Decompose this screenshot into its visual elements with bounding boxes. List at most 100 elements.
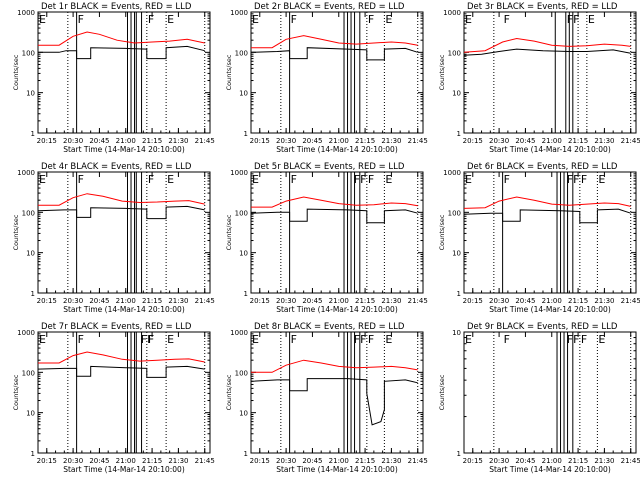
x-tick-label: 20:30 xyxy=(63,137,83,145)
x-tick-label: 21:00 xyxy=(542,297,562,305)
y-axis-label: Counts/sec xyxy=(12,374,20,410)
x-tick-label: 21:30 xyxy=(168,457,188,465)
x-tick-label: 20:45 xyxy=(515,297,535,305)
x-tick-label: 21:30 xyxy=(168,297,188,305)
x-tick-label: 21:30 xyxy=(594,457,614,465)
y-tick-label: 100 xyxy=(22,49,35,57)
panel-title: Det 7r BLACK = Events, RED = LLD xyxy=(41,322,192,332)
flag-label: FF xyxy=(354,333,367,346)
flag-label: F xyxy=(368,333,374,346)
x-tick-label: 20:30 xyxy=(276,137,296,145)
x-tick-label: 21:00 xyxy=(329,297,349,305)
y-tick-label: 10 xyxy=(239,410,248,418)
y-tick-label: 1 xyxy=(457,130,461,138)
series-line-events xyxy=(463,48,631,56)
flag-label: E xyxy=(39,173,46,186)
x-tick-label: 21:00 xyxy=(116,297,136,305)
x-tick-label: 20:30 xyxy=(63,297,83,305)
x-axis-label: Start Time (14-Mar-14 20:10:00) xyxy=(63,145,185,154)
series-line-lld xyxy=(251,196,418,208)
x-tick-label: 20:45 xyxy=(89,297,109,305)
detector-panel-3: Det 3r BLACK = Events, RED = LLD 1 10 100 10… xyxy=(438,2,640,154)
x-tick-label: 20:30 xyxy=(489,297,509,305)
y-tick-label: 1 xyxy=(457,450,461,458)
detector-panel-1: Det 1r BLACK = Events, RED = LLD 1 10 100 10… xyxy=(12,2,215,154)
detector-panel-4: Det 4r BLACK = Events, RED = LLD 1 10 100 10… xyxy=(12,162,215,314)
series-line-events xyxy=(37,365,205,378)
detector-panel-7: Det 7r BLACK = Events, RED = LLD 1 10 100 10… xyxy=(12,322,215,474)
x-tick-label: 21:00 xyxy=(329,137,349,145)
panel-title: Det 1r BLACK = Events, RED = LLD xyxy=(41,2,192,12)
y-tick-label: 10 xyxy=(239,90,248,98)
y-axis-label: Counts/sec xyxy=(225,54,233,90)
flag-label: E xyxy=(167,173,174,186)
flag-label: E xyxy=(588,13,595,26)
x-tick-label: 20:45 xyxy=(302,137,322,145)
flag-label: F xyxy=(148,173,154,186)
y-tick-label: 10 xyxy=(452,329,461,337)
x-tick-label: 21:45 xyxy=(621,457,640,465)
y-axis-label: Counts/sec xyxy=(438,54,446,90)
panel-title: Det 8r BLACK = Events, RED = LLD xyxy=(254,322,405,332)
y-tick-label: 100 xyxy=(235,49,248,57)
series-line-lld xyxy=(38,31,205,46)
y-tick-label: 1000 xyxy=(17,329,35,337)
y-axis-label: Counts/sec xyxy=(12,214,20,250)
plot-frame xyxy=(37,11,211,134)
flag-label: F xyxy=(504,173,510,186)
x-tick-label: 20:15 xyxy=(37,297,57,305)
y-tick-label: 1000 xyxy=(17,9,35,17)
x-tick-label: 20:45 xyxy=(515,137,535,145)
flag-label: FF xyxy=(567,173,580,186)
x-tick-label: 21:45 xyxy=(195,297,215,305)
flag-label: E xyxy=(167,13,174,26)
x-tick-label: 20:15 xyxy=(463,297,483,305)
y-tick-label: 100 xyxy=(22,369,35,377)
y-tick-label: 1000 xyxy=(230,169,248,177)
flag-label: E xyxy=(252,13,259,26)
plot-frame xyxy=(463,11,637,134)
x-tick-label: 21:15 xyxy=(355,137,375,145)
panel-title: Det 3r BLACK = Events, RED = LLD xyxy=(467,2,618,12)
flag-label: E xyxy=(598,173,605,186)
x-axis-label: Start Time (14-Mar-14 20:10:00) xyxy=(489,145,611,154)
y-tick-label: 10 xyxy=(26,410,35,418)
flag-label: F xyxy=(291,13,297,26)
y-tick-label: 1 xyxy=(244,290,248,298)
series-line-events xyxy=(250,47,418,61)
flag-label: FF xyxy=(141,333,154,346)
x-tick-label: 20:30 xyxy=(276,297,296,305)
x-tick-label: 20:30 xyxy=(489,137,509,145)
x-tick-label: 21:15 xyxy=(568,297,588,305)
flag-label: F xyxy=(504,13,510,26)
y-tick-label: 1 xyxy=(244,130,248,138)
x-tick-label: 21:00 xyxy=(542,137,562,145)
panel-title: Det 2r BLACK = Events, RED = LLD xyxy=(254,2,405,12)
flag-label: F xyxy=(148,333,154,346)
series-line-lld xyxy=(463,37,631,53)
series-line-lld xyxy=(38,351,205,364)
x-tick-label: 21:00 xyxy=(329,457,349,465)
detector-panel-2: Det 2r BLACK = Events, RED = LLD 1 10 100 10… xyxy=(225,2,428,154)
flag-label: F xyxy=(78,13,84,26)
x-axis-label: Start Time (14-Mar-14 20:10:00) xyxy=(276,305,398,314)
x-tick-label: 20:30 xyxy=(276,457,296,465)
x-tick-label: 20:45 xyxy=(89,457,109,465)
x-tick-label: 21:45 xyxy=(195,137,215,145)
x-tick-label: 21:30 xyxy=(381,137,401,145)
y-tick-label: 1 xyxy=(31,290,35,298)
x-axis-label: Start Time (14-Mar-14 20:10:00) xyxy=(63,305,185,314)
x-tick-label: 20:15 xyxy=(37,137,57,145)
x-tick-label: 21:15 xyxy=(142,137,162,145)
x-tick-label: 20:30 xyxy=(489,457,509,465)
x-tick-label: 20:45 xyxy=(302,457,322,465)
plot-frame xyxy=(463,331,637,454)
y-tick-label: 1000 xyxy=(443,169,461,177)
panel-title: Det 6r BLACK = Events, RED = LLD xyxy=(467,162,618,172)
y-tick-label: 1000 xyxy=(230,329,248,337)
flag-label: FF xyxy=(567,13,580,26)
flag-label: F xyxy=(368,13,374,26)
flag-label: F xyxy=(581,333,587,346)
flag-label: E xyxy=(39,13,46,26)
